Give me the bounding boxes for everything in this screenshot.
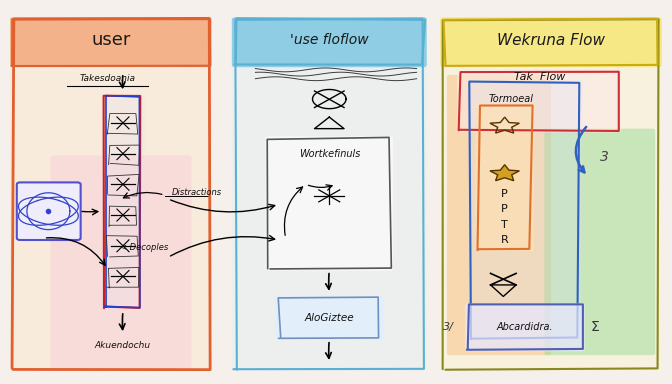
Text: Akuendochu: Akuendochu xyxy=(95,341,151,350)
Text: Tak  Flow: Tak Flow xyxy=(514,72,565,82)
FancyBboxPatch shape xyxy=(467,81,583,340)
FancyBboxPatch shape xyxy=(440,17,662,371)
FancyBboxPatch shape xyxy=(232,17,427,67)
FancyBboxPatch shape xyxy=(17,182,81,240)
Text: 3/: 3/ xyxy=(444,322,454,332)
FancyBboxPatch shape xyxy=(101,94,144,309)
FancyBboxPatch shape xyxy=(475,104,534,252)
Text: AloGiztee: AloGiztee xyxy=(304,313,354,323)
Text: R: R xyxy=(501,235,509,245)
FancyBboxPatch shape xyxy=(50,156,192,371)
Text: Wekruna Flow: Wekruna Flow xyxy=(497,33,605,48)
Text: Distractions: Distractions xyxy=(171,188,222,197)
Text: Σ: Σ xyxy=(590,320,599,334)
FancyBboxPatch shape xyxy=(10,17,212,67)
Text: 'use floflow: 'use floflow xyxy=(290,33,369,47)
Text: Abcardidra.: Abcardidra. xyxy=(497,322,553,332)
FancyBboxPatch shape xyxy=(465,303,585,351)
Text: 3: 3 xyxy=(600,151,610,164)
Polygon shape xyxy=(490,165,519,181)
Text: Takesdoania: Takesdoania xyxy=(79,74,136,83)
FancyBboxPatch shape xyxy=(276,296,383,340)
FancyBboxPatch shape xyxy=(265,136,393,271)
FancyBboxPatch shape xyxy=(232,17,427,371)
FancyBboxPatch shape xyxy=(457,69,622,132)
FancyBboxPatch shape xyxy=(10,17,212,371)
FancyBboxPatch shape xyxy=(447,75,551,355)
Text: P: P xyxy=(501,189,508,199)
Text: user: user xyxy=(91,31,130,49)
Text: Tormoeal: Tormoeal xyxy=(489,94,533,104)
Text: Wortkefinuls: Wortkefinuls xyxy=(298,149,360,159)
Text: < Decoples: < Decoples xyxy=(120,243,168,252)
Text: P: P xyxy=(501,204,508,214)
FancyBboxPatch shape xyxy=(544,129,655,355)
Text: T: T xyxy=(501,220,508,230)
FancyBboxPatch shape xyxy=(440,17,662,67)
